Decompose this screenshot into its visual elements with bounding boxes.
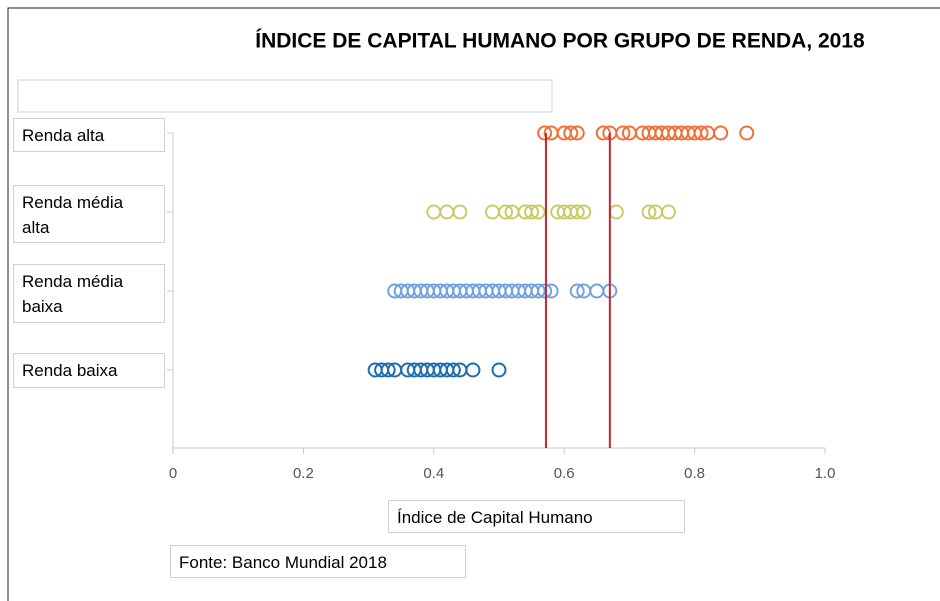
data-point [484, 204, 500, 220]
x-axis-label: Índice de Capital Humano [388, 500, 685, 533]
data-point [569, 283, 585, 299]
x-tick-label: 0.8 [684, 465, 705, 482]
category-label: Renda média baixa [13, 264, 165, 323]
data-point [452, 204, 468, 220]
x-tick-label: 0.4 [423, 465, 444, 482]
category-text: Renda média baixa [22, 272, 124, 316]
data-point [380, 362, 396, 378]
data-point [615, 125, 631, 141]
data-point [491, 362, 507, 378]
chart-title: ÍNDICE DE CAPITAL HUMANO POR GRUPO DE RE… [255, 30, 865, 53]
frame [7, 7, 940, 601]
data-point [576, 204, 592, 220]
x-tick-label: 0 [169, 465, 177, 482]
data-point [426, 204, 442, 220]
data-point [465, 362, 481, 378]
data-point [537, 125, 553, 141]
category-text: Renda média alta [22, 193, 124, 237]
data-point [641, 204, 657, 220]
source-note: Fonte: Banco Mundial 2018 [170, 545, 466, 578]
category-text: Renda baixa [22, 361, 118, 380]
data-point [439, 204, 455, 220]
data-point [569, 204, 585, 220]
data-point [445, 362, 461, 378]
x-tick-label: 1.0 [815, 465, 836, 482]
category-text: Renda alta [22, 126, 105, 145]
data-point [543, 283, 559, 299]
data-point [530, 204, 546, 220]
data-point [739, 125, 755, 141]
data-point [589, 283, 605, 299]
data-point [537, 283, 553, 299]
data-point [713, 125, 729, 141]
empty-box [17, 79, 553, 113]
data-point [563, 125, 579, 141]
data-point [608, 204, 624, 220]
data-point [661, 204, 677, 220]
category-label: Renda baixa [13, 353, 165, 388]
data-point [693, 125, 709, 141]
category-label: Renda média alta [13, 185, 165, 243]
x-tick-label: 0.6 [554, 465, 575, 482]
data-point [498, 204, 514, 220]
data-point [569, 125, 585, 141]
data-point [524, 204, 540, 220]
x-tick-label: 0.2 [293, 465, 314, 482]
category-label: Renda alta [13, 118, 165, 152]
